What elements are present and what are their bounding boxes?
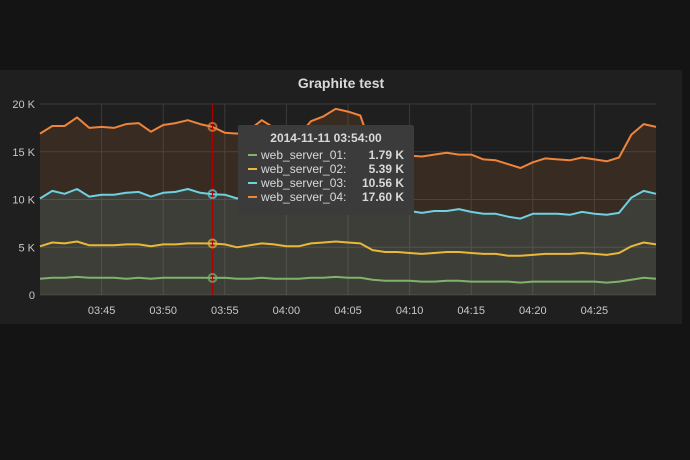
x-tick-label: 03:55	[211, 305, 239, 317]
series-line-web-server-04	[39, 107, 657, 169]
tooltip-series-value: 1.79 K	[368, 148, 404, 162]
tooltip-row-web-server-02: web_server_02: 5.39 K	[248, 162, 404, 176]
tooltip-series-name: web_server_04:	[261, 190, 347, 204]
hover-tooltip: 2014-11-11 03:54:00 web_server_01: 1.79 …	[238, 125, 414, 215]
x-tick-label: 03:45	[88, 305, 116, 317]
series-swatch-icon	[248, 154, 257, 156]
series-swatch-icon	[248, 182, 257, 184]
tooltip-series-value: 10.56 K	[361, 176, 404, 190]
x-tick-label: 04:25	[581, 305, 609, 317]
tooltip-series-name: web_server_02:	[261, 162, 347, 176]
tooltip-row-web-server-04: web_server_04: 17.60 K	[248, 190, 404, 204]
series-line-web-server-01	[39, 275, 657, 284]
hover-point-web-server-03	[207, 189, 218, 200]
x-axis-ticks: 03:45 03:50 03:55 04:00 04:05 04:10 04:15 04:20…	[88, 305, 608, 317]
x-tick-label: 03:50	[149, 305, 177, 317]
hover-point-web-server-01	[207, 272, 218, 283]
tooltip-series-name: web_server_03:	[261, 176, 347, 190]
tooltip-time: 2014-11-11 03:54:00	[270, 131, 382, 145]
y-tick-label: 0	[29, 290, 35, 302]
hover-point-web-server-02	[207, 238, 218, 249]
tooltip-row-web-server-03: web_server_03: 10.56 K	[248, 176, 404, 190]
y-tick-label: 5 K	[18, 242, 35, 254]
tooltip-series-value: 5.39 K	[368, 162, 404, 176]
tooltip-series-name: web_server_01:	[261, 148, 347, 162]
tooltip-series-value: 17.60 K	[361, 190, 404, 204]
series-swatch-icon	[248, 196, 257, 198]
hover-point-web-server-04	[207, 121, 218, 132]
y-axis-ticks: 0 5 K 10 K 15 K 20 K	[12, 99, 35, 302]
x-tick-label: 04:10	[396, 305, 424, 317]
hover-markers	[207, 121, 218, 283]
y-tick-label: 20 K	[12, 99, 35, 111]
y-tick-label: 10 K	[12, 195, 35, 207]
series-line-web-server-02	[39, 240, 657, 257]
y-tick-label: 15 K	[12, 147, 35, 159]
x-tick-label: 04:00	[273, 305, 301, 317]
x-tick-label: 04:15	[457, 305, 485, 317]
x-tick-label: 04:05	[334, 305, 362, 317]
series-area-web-server-03	[40, 184, 656, 295]
panel-title[interactable]: Graphite test	[297, 75, 385, 91]
series-swatch-icon	[248, 168, 257, 170]
x-tick-label: 04:20	[519, 305, 547, 317]
tooltip-row-web-server-01: web_server_01: 1.79 K	[248, 148, 404, 162]
